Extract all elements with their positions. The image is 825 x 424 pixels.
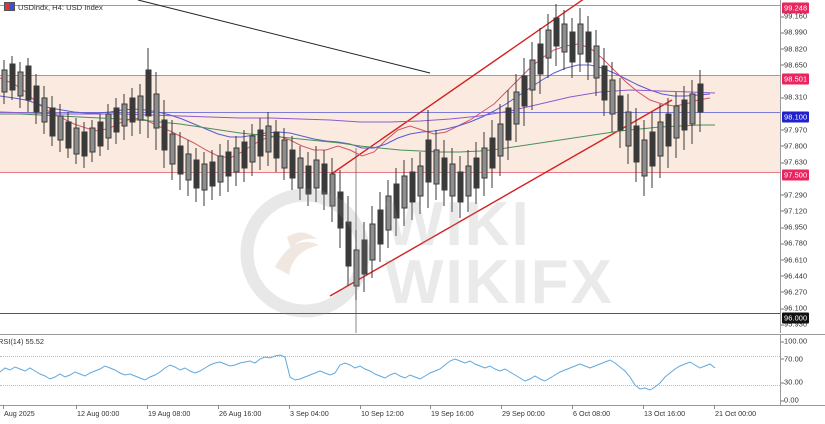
rsi-axis-tick: 30.00	[781, 378, 803, 387]
rsi-line	[0, 354, 716, 391]
rsi-axis-tick: 0.00	[781, 396, 799, 405]
time-axis-label: 29 Sep 00:00	[501, 405, 545, 418]
price-level-label[interactable]: 97.500	[782, 169, 810, 181]
price-axis-tick: 96.100	[781, 304, 807, 313]
price-plot-area[interactable]: WIKI WIKIFX	[0, 0, 780, 333]
zone-bottom-line-97500	[0, 172, 780, 173]
resistance-line-99248	[0, 5, 780, 6]
ma-red-line	[0, 43, 711, 159]
price-series-svg	[0, 0, 716, 333]
price-axis-tick: 98.310	[781, 93, 807, 102]
time-axis-label: 12 Aug 00:00	[76, 405, 119, 418]
price-axis-tick: 96.270	[781, 287, 807, 296]
rsi-plot-area[interactable]	[0, 335, 780, 405]
time-axis[interactable]: Aug 2025 12 Aug 00:00 19 Aug 08:00 26 Aug 1…	[0, 405, 825, 424]
time-axis-label: 19 Aug 08:00	[147, 405, 190, 418]
price-axis-tick: 95.930	[781, 320, 807, 329]
time-axis-label: Aug 2025	[3, 405, 35, 418]
rsi-axis-tick: 70.00	[781, 354, 803, 363]
descending-trendline	[137, 0, 431, 74]
ma-blue-line	[0, 64, 711, 149]
price-axis[interactable]: 99.160 98.990 98.820 98.650 98.310 97.970 97.8…	[780, 0, 825, 333]
price-axis-tick: 97.290	[781, 190, 807, 199]
rsi-series-svg	[0, 354, 716, 391]
candlestick-series	[1, 4, 704, 300]
price-axis-tick: 97.970	[781, 125, 807, 134]
time-axis-label: 26 Aug 16:00	[218, 405, 261, 418]
channel-lower-line	[329, 99, 673, 297]
price-axis-tick: 96.780	[781, 239, 807, 248]
price-axis-tick: 98.990	[781, 28, 807, 37]
price-axis-tick: 96.440	[781, 271, 807, 280]
time-axis-label: 10 Sep 12:00	[360, 405, 404, 418]
price-axis-tick: 96.950	[781, 223, 807, 232]
mid-line-98100	[0, 112, 780, 113]
time-axis-label: 21 Oct 00:00	[714, 405, 756, 418]
price-level-label[interactable]: 96.000	[782, 312, 810, 324]
ma-purple-line	[0, 89, 716, 123]
rsi-level-70-line	[0, 356, 780, 358]
time-axis-label: 6 Oct 08:00	[572, 405, 610, 418]
time-axis-label: 19 Sep 16:00	[430, 405, 474, 418]
rsi-axis[interactable]: 100.00 70.00 30.00 0.00	[780, 335, 825, 405]
chart-title-text: USDindx, H4: USD Index	[18, 3, 103, 12]
rsi-axis-tick: 100.00	[781, 337, 807, 346]
price-axis-tick: 99.160	[781, 12, 807, 21]
price-axis-tick: 97.630	[781, 158, 807, 167]
ma-green-line	[0, 113, 715, 153]
time-axis-label: 13 Oct 16:00	[643, 405, 685, 418]
time-axis-label: 3 Sep 04:00	[289, 405, 329, 418]
price-chart-panel[interactable]: WIKI WIKIFX	[0, 0, 825, 333]
price-level-label[interactable]: 98.501	[782, 73, 810, 85]
zone-top-line-98501	[0, 75, 780, 76]
price-axis-tick: 98.650	[781, 60, 807, 69]
rsi-panel[interactable]: 100.00 70.00 30.00 0.00	[0, 334, 825, 405]
price-axis-tick: 96.610	[781, 255, 807, 264]
rsi-indicator-label: RSI(14) 55.52	[0, 337, 45, 346]
price-axis-tick: 98.820	[781, 44, 807, 53]
support-line-96000	[0, 313, 780, 314]
rsi-level-30-line	[0, 385, 780, 387]
price-level-label[interactable]: 98.100	[782, 111, 810, 123]
chart-title: USDindx, H4: USD Index	[4, 2, 103, 12]
channel-upper-line	[329, 0, 584, 176]
legend-color-swatch	[4, 2, 15, 11]
price-axis-tick: 97.800	[781, 141, 807, 150]
price-level-label[interactable]: 99.248	[782, 2, 810, 14]
price-axis-tick: 97.120	[781, 206, 807, 215]
